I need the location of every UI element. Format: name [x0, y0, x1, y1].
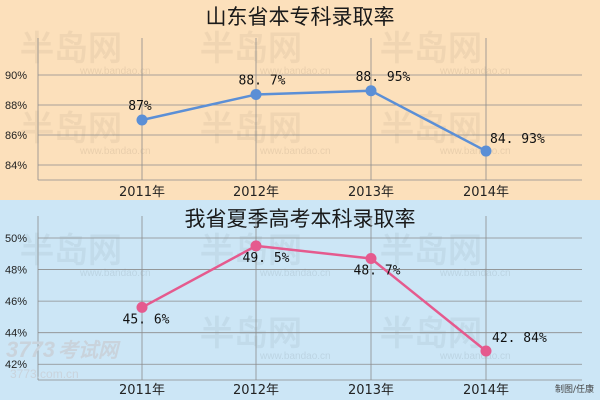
y-tick-label: 88%: [5, 100, 27, 112]
data-label: 88. 95%: [356, 70, 411, 85]
data-label: 84. 93%: [490, 132, 545, 147]
watermark-text: 半岛网: [380, 109, 482, 149]
data-point: [480, 145, 492, 157]
watermark-url: www.bandao.cn: [259, 268, 331, 279]
data-point: [365, 85, 377, 97]
watermark-url: www.bandao.cn: [259, 146, 331, 157]
credit-text: 制图/任康: [555, 383, 594, 395]
logo-number: 3773: [6, 337, 55, 362]
logo-url: 3773.com.cn: [10, 367, 79, 381]
series-line: [141, 244, 487, 352]
y-tick-label: 44%: [5, 328, 27, 340]
watermark-url: www.bandao.cn: [259, 351, 331, 362]
watermark-url: www.bandao.cn: [439, 66, 511, 77]
data-point: [365, 253, 377, 265]
watermark-text: 半岛网: [380, 29, 482, 69]
x-tick-label: 2014年: [463, 185, 509, 200]
watermark-url: www.bandao.cn: [439, 146, 511, 157]
top-chart-panel: [0, 0, 600, 200]
watermark-url: www.bandao.cn: [439, 268, 511, 279]
y-tick-label: 42%: [5, 359, 27, 371]
top-chart-x-ticks: 2011年 2012年 2013年 2014年: [119, 185, 509, 200]
top-chart-title: 山东省本专科录取率: [206, 5, 395, 29]
data-point: [250, 240, 262, 252]
x-tick-label: 2014年: [463, 383, 509, 398]
x-tick-label: 2012年: [233, 185, 279, 200]
top-line-chart: 山东省本专科录取率 84%86%88%90% 2011年 2012年 2013年 20…: [5, 5, 582, 200]
watermark-text: 半岛网: [200, 314, 302, 354]
bottom-chart-y-ticks: 42% 44% 46% 48% 50%: [5, 233, 27, 371]
watermark-url: www.bandao.cn: [79, 268, 151, 279]
site-logo: 3773 考试网 3773.com.cn: [6, 337, 121, 381]
data-label: 87%: [128, 99, 152, 114]
series-line: [141, 89, 487, 153]
x-tick-label: 2013年: [348, 185, 394, 200]
watermark-text: 半岛网: [20, 29, 122, 69]
watermark-text: 半岛网: [20, 109, 122, 149]
bottom-line-chart: 我省夏季高考本科录取率 42%44%46%48%50% 2011年 2012年 20…: [5, 207, 582, 398]
y-tick-label: 86%: [5, 130, 27, 142]
watermark-url: www.bandao.cn: [79, 66, 151, 77]
data-label: 88. 7%: [239, 74, 286, 89]
watermark-url: www.bandao.cn: [439, 351, 511, 362]
data-point: [480, 345, 492, 357]
watermark-text: 半岛网: [200, 29, 302, 69]
top-chart-series: 87% 88. 7% 88. 95% 84. 93%: [128, 70, 545, 157]
bottom-chart-title: 我省夏季高考本科录取率: [185, 207, 416, 231]
data-point: [136, 114, 148, 126]
top-chart-y-ticks: 84% 86% 88% 90%: [5, 70, 27, 172]
data-point: [250, 89, 262, 100]
data-label: 42. 84%: [492, 331, 547, 346]
watermark-layer: 半岛网www.bandao.cn半岛网www.bandao.cn半岛网www.b…: [20, 29, 511, 362]
y-tick-label: 90%: [5, 70, 27, 82]
x-tick-label: 2012年: [233, 383, 279, 398]
data-point: [136, 301, 148, 313]
y-tick-label: 46%: [5, 296, 27, 308]
watermark-text: 半岛网: [200, 109, 302, 149]
bottom-chart-x-ticks: 2011年 2012年 2013年 2014年: [119, 383, 509, 398]
data-label: 45. 6%: [123, 312, 170, 327]
y-tick-label: 50%: [5, 233, 27, 245]
y-tick-label: 84%: [5, 160, 27, 172]
x-tick-label: 2011年: [119, 185, 165, 200]
bottom-chart-series: 45. 6% 49. 5% 48. 7% 42. 84%: [123, 240, 547, 357]
x-tick-label: 2013年: [348, 383, 394, 398]
top-chart-grid: [37, 38, 582, 181]
watermark-url: www.bandao.cn: [259, 66, 331, 77]
data-label: 49. 5%: [243, 251, 290, 266]
watermark-url: www.bandao.cn: [79, 146, 151, 157]
logo-text: 考试网: [58, 338, 121, 362]
bottom-chart-panel: [0, 200, 600, 400]
x-tick-label: 2011年: [119, 383, 165, 398]
y-tick-label: 48%: [5, 265, 27, 277]
bottom-chart-grid: [37, 216, 582, 381]
data-label: 48. 7%: [354, 264, 401, 279]
watermark-text: 半岛网: [20, 231, 122, 271]
